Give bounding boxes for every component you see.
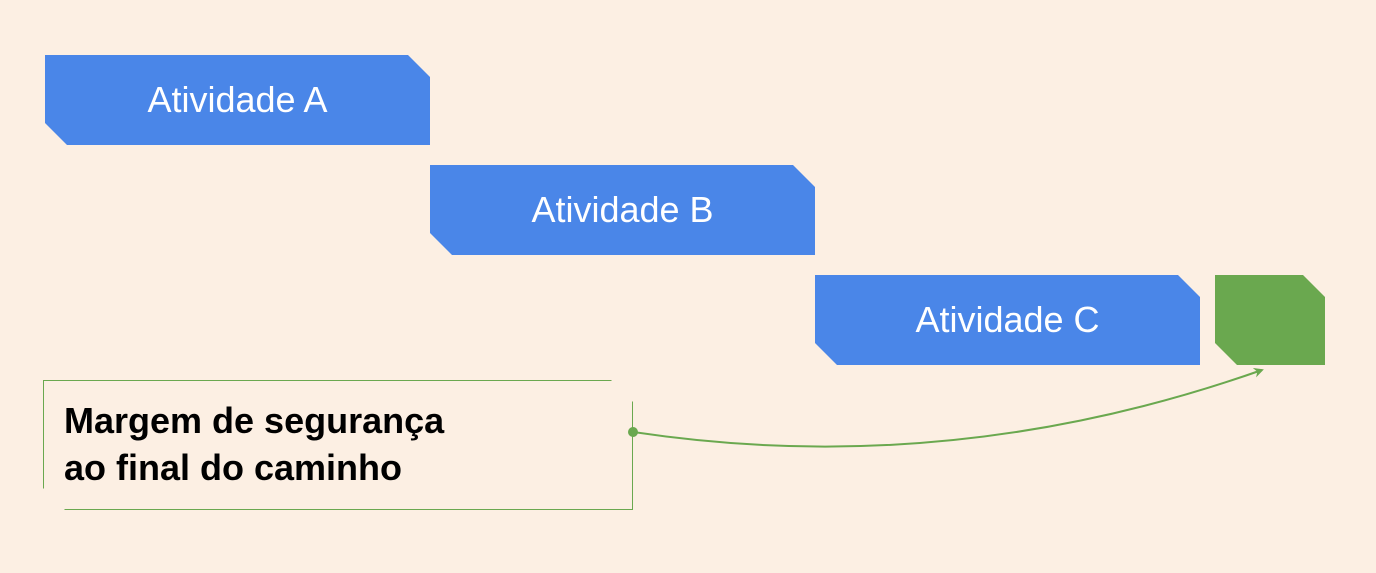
callout-text: Margem de segurança ao final do caminho: [64, 398, 444, 492]
activity-b-label: Atividade B: [531, 189, 713, 231]
safety-margin-callout: Margem de segurança ao final do caminho: [43, 380, 633, 510]
buffer-bar: [1215, 275, 1325, 365]
activity-a-bar: Atividade A: [45, 55, 430, 145]
connector-curve: [633, 370, 1262, 447]
activity-c-label: Atividade C: [915, 299, 1099, 341]
callout-line-2: ao final do caminho: [64, 447, 402, 488]
callout-line-1: Margem de segurança: [64, 400, 444, 441]
activity-b-bar: Atividade B: [430, 165, 815, 255]
activity-a-label: Atividade A: [147, 79, 327, 121]
activity-c-bar: Atividade C: [815, 275, 1200, 365]
